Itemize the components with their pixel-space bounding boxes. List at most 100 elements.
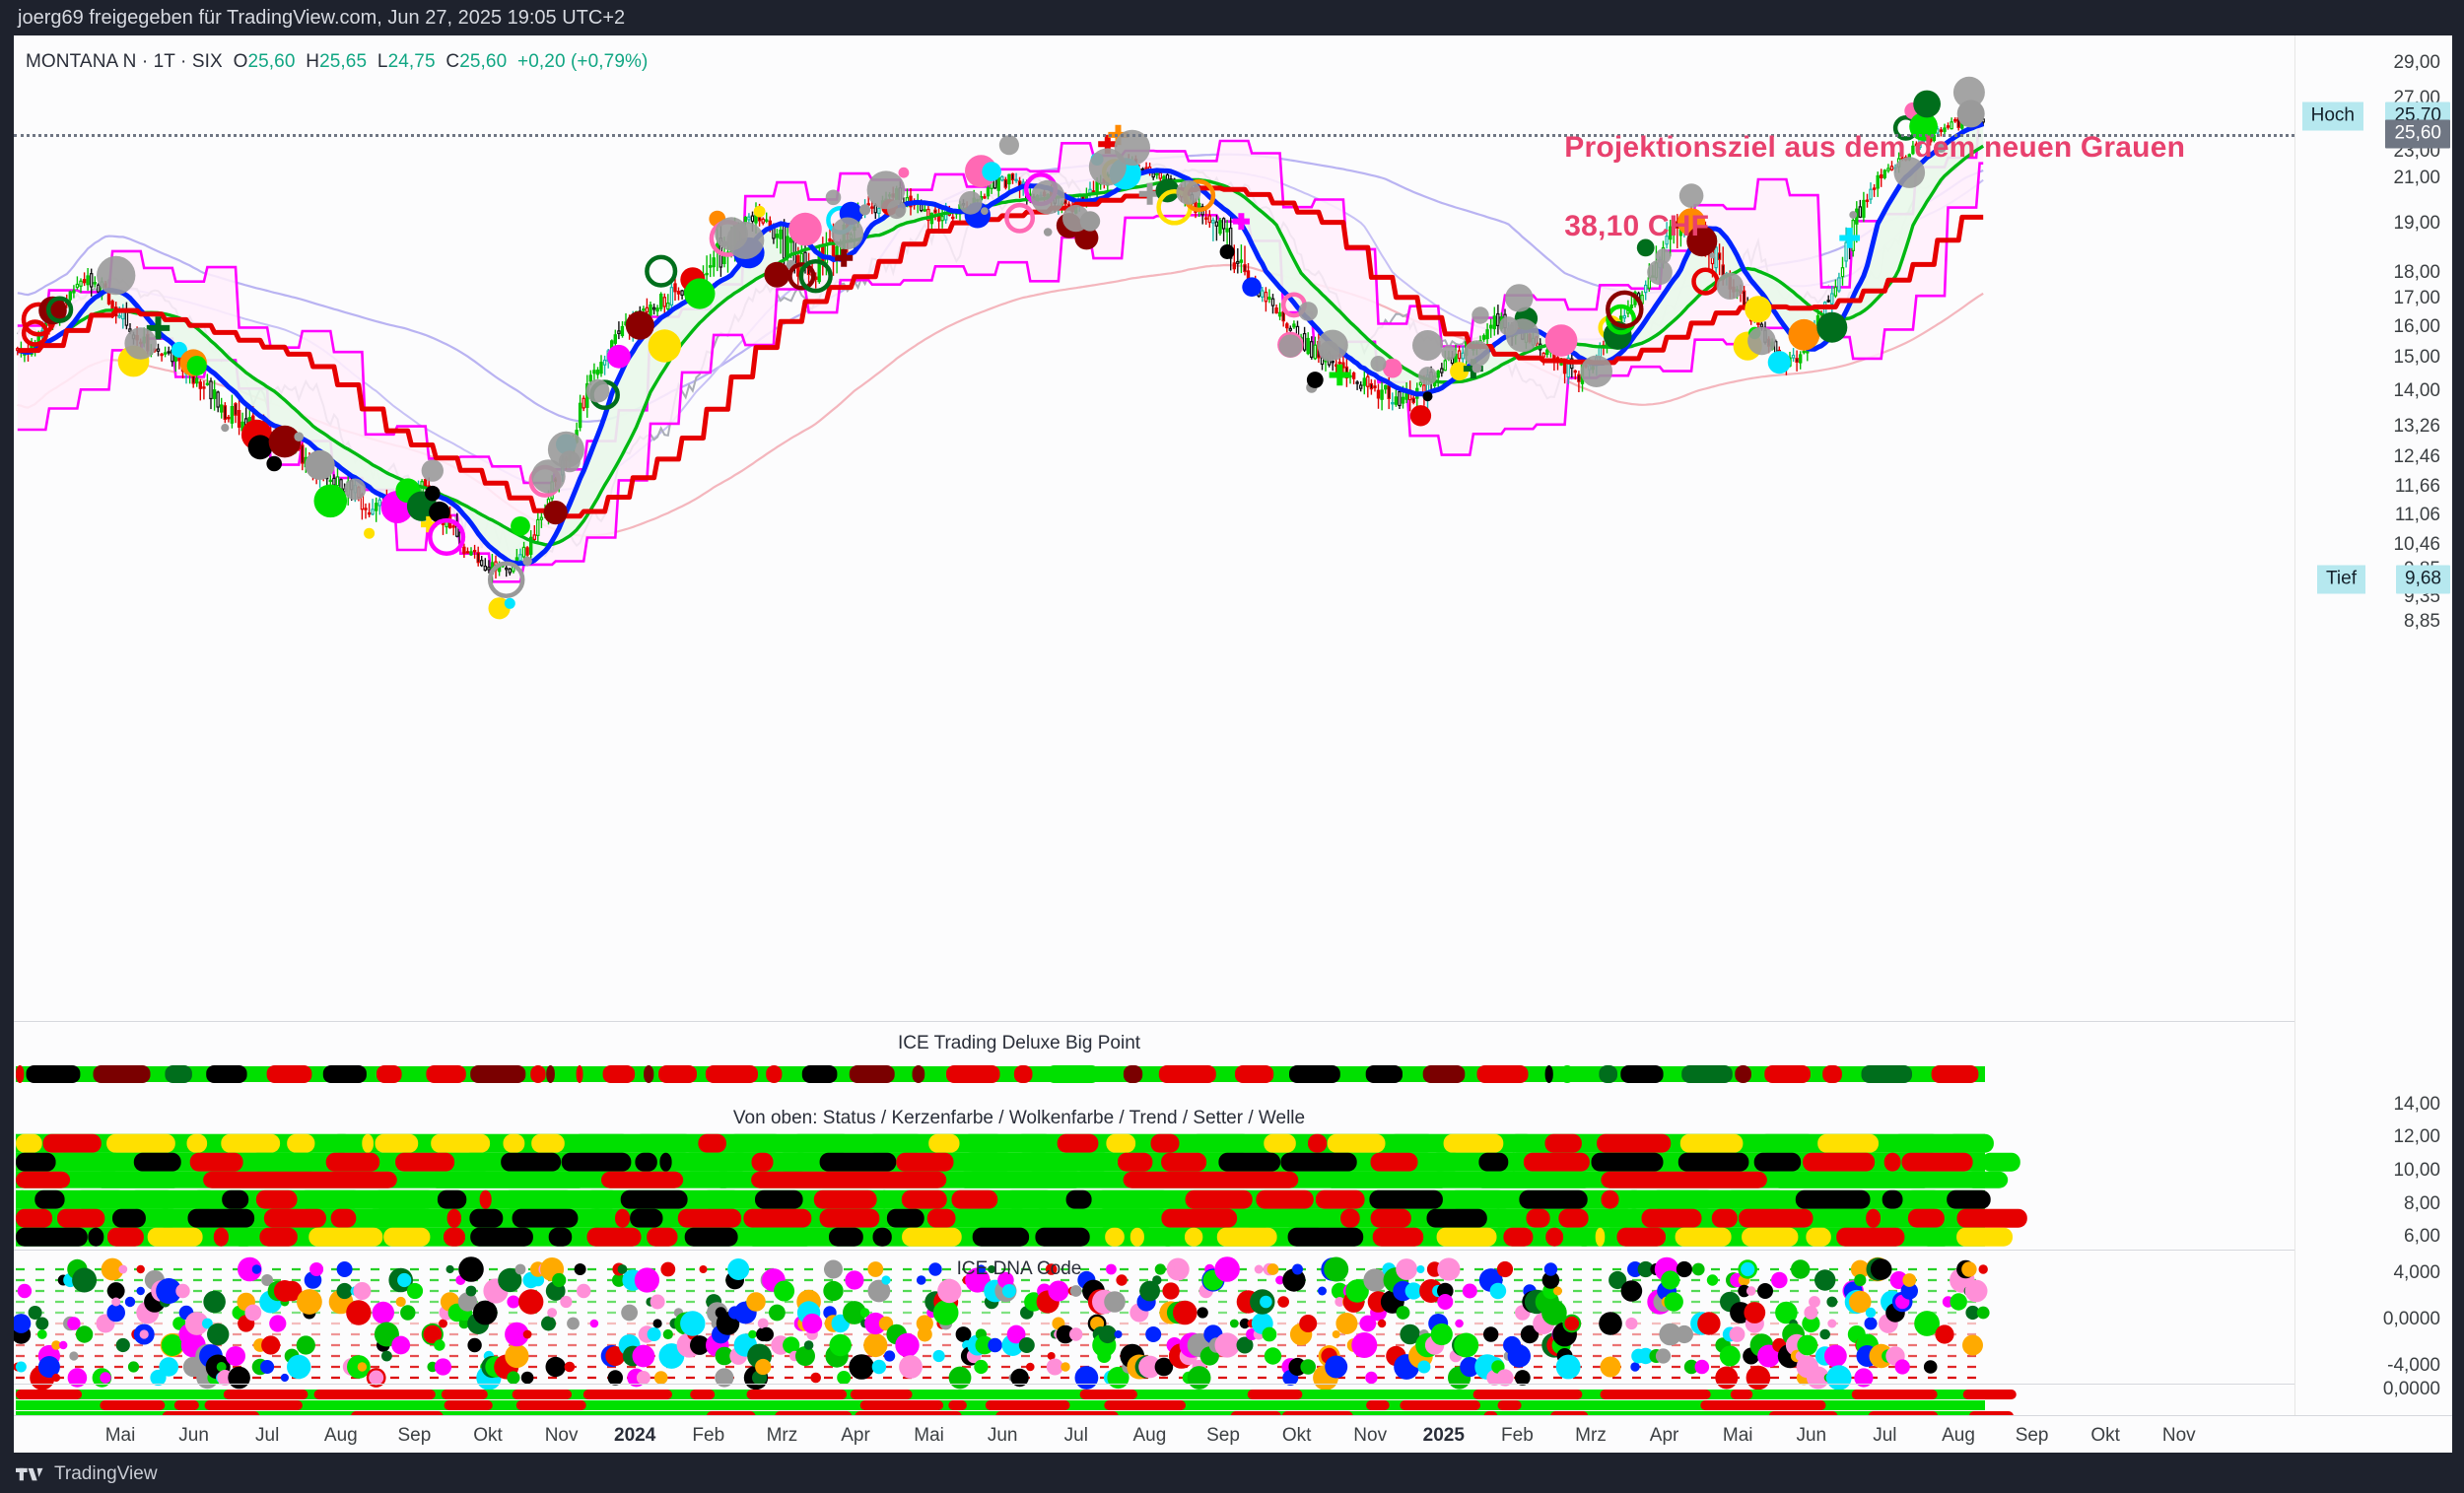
candle-body [1073,205,1078,214]
time-axis[interactable]: Mai Jun Jul Aug Sep Okt Nov 2024 Feb Mrz Apr Mai Jun… [14,1415,2452,1453]
dna-dot [261,1335,281,1355]
dna-dot [547,1308,557,1318]
candle-body [1214,221,1219,227]
candle-body [1190,193,1195,204]
von-oben-segment [775,1152,811,1172]
candle-body [1197,202,1201,212]
big-point-segment [602,1065,636,1083]
candle-body [1633,292,1637,305]
candle-body [455,523,459,537]
signal-ring [1606,304,1637,335]
dna-dot [552,1272,567,1288]
signal-ring [709,220,747,257]
bottom-strip-base [16,1400,1985,1410]
candle-body [1302,333,1307,351]
dna-dot [459,1297,469,1307]
dna-dot [1428,1314,1449,1333]
low-price-badge[interactable]: 9,68 [2396,565,2450,594]
dna-dot [1281,1358,1300,1376]
signal-ring [1004,202,1036,234]
candle-body [1566,357,1570,378]
signal-dot [1544,324,1578,357]
von-oben-segment [789,1133,853,1153]
candle-body [173,356,177,362]
dna-dot [622,1345,644,1367]
plot-area[interactable]: ICE Trading Deluxe Big Point Von oben: S… [14,35,2294,1415]
dna-dot [237,1292,255,1312]
candle-body [940,216,944,222]
candle-body [1503,313,1507,329]
candle-body [747,216,751,221]
chart-legend[interactable]: MONTANA N · 1T · SIX O25,60 H25,65 L24,7… [26,51,648,73]
candle-body [1147,167,1152,173]
dna-dot [774,1280,795,1302]
candle-body [128,328,132,332]
projection-annotation[interactable]: Projektionsziel aus dem dem neuen Grauen… [1497,89,2185,285]
candle-body [1752,311,1756,320]
dna-dot [447,1303,466,1323]
signal-dot [266,455,283,472]
dna-dot [733,1333,757,1357]
dna-dot [1139,1280,1160,1302]
dna-dot [926,1307,937,1319]
dna-dot [1417,1360,1431,1374]
candle-body [240,421,244,432]
dna-dot [328,1289,354,1315]
von-oben-segment [1023,1152,1068,1172]
big-point-segment [1013,1065,1033,1083]
dna-dot [1359,1315,1377,1332]
panel-tick-label: 4,000 [2393,1261,2440,1283]
big-point-segment [546,1065,555,1083]
von-oben-segment [561,1152,632,1172]
candle-body [501,564,505,568]
dna-dot [1881,1290,1903,1314]
dna-dot [793,1316,810,1331]
price-axis[interactable]: 29,0027,0025,0023,0021,0019,0018,0017,00… [2294,35,2452,1415]
signal-dot [839,201,863,226]
signal-dot [117,345,150,377]
dna-dot [1152,1275,1162,1285]
dna-dot [1726,1272,1742,1288]
signal-ring [798,259,833,294]
bottom-strip-segment [1857,1400,1922,1410]
candle-body [842,224,846,249]
candle-body [1472,342,1475,351]
candle-body [1274,307,1278,314]
candle-body [716,243,719,253]
time-tick-label: Jul [1873,1425,1897,1446]
signal-dot [247,435,273,460]
candle-body [976,199,980,202]
dna-dot [1106,1263,1117,1275]
dna-dot [1745,1365,1771,1391]
von-oben-segment [902,1227,962,1247]
candle-body [1042,191,1047,197]
dna-dot [1262,1326,1277,1342]
candle-body [1605,340,1609,347]
current-price-badge[interactable]: 25,60 [2385,119,2450,149]
von-oben-segment [1890,1133,1942,1153]
candle-body [1735,289,1740,292]
time-tick-label: Nov [544,1425,579,1446]
von-oben-row-base [16,1133,1985,1153]
von-oben-segment [1946,1133,1994,1153]
dna-dot [865,1338,879,1352]
von-oben-segment [1370,1152,1418,1172]
candle-body [1348,374,1352,378]
signal-dot [1382,358,1403,378]
dna-dot [206,1351,216,1361]
dna-dot [636,1371,650,1385]
dna-dot [1608,1270,1627,1290]
dna-dot [238,1256,262,1282]
candle-body [375,503,378,511]
dna-dot [1889,1271,1908,1289]
grey-blob-marker [1418,367,1437,385]
tradingview-logo[interactable]: TradingView [16,1463,158,1485]
candle-body [606,350,610,362]
dna-dot [96,1314,115,1333]
bottom-strip-segment [698,1400,752,1410]
legend-interval[interactable]: 1T [153,51,175,72]
candle-body [153,348,157,352]
bottom-strip-segment [1851,1390,1938,1399]
von-oben-segment [1003,1189,1056,1209]
legend-symbol[interactable]: MONTANA N [26,51,137,72]
